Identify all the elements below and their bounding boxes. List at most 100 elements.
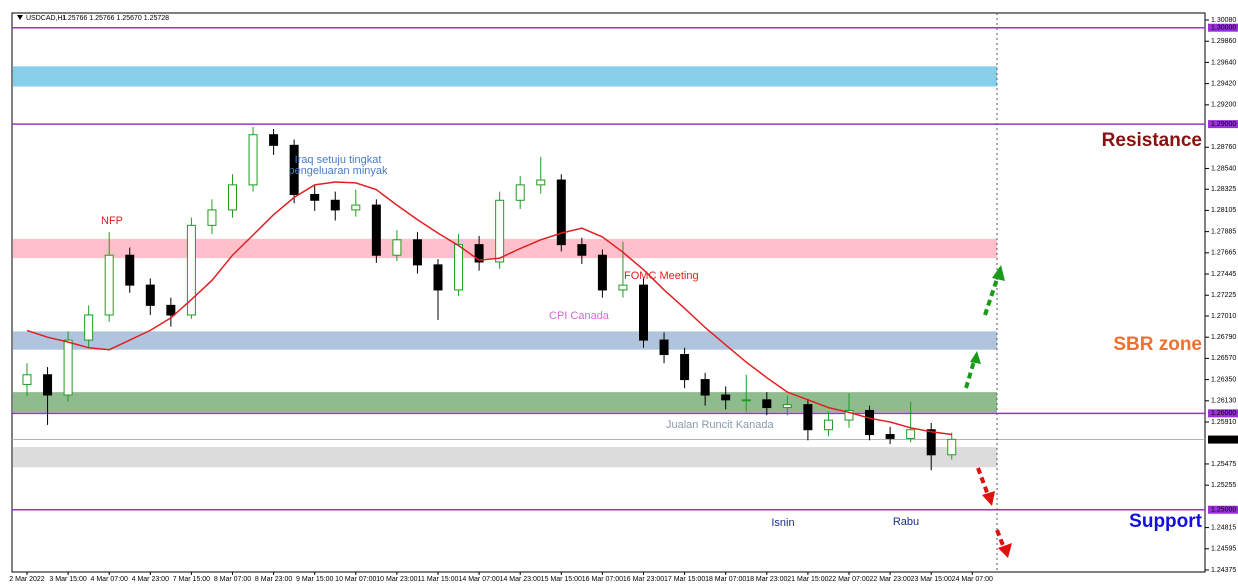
candle-body	[823, 419, 833, 431]
x-tick-label: 3 Mar 15:00	[49, 576, 86, 583]
y-tick-label: 1.24815	[1211, 524, 1236, 531]
zone	[13, 447, 997, 468]
arrow-head	[982, 491, 995, 506]
candle-body	[145, 284, 155, 306]
axes: 1.30080 1.29860 1.29640 1.29420 1.29200 1.287…	[9, 17, 1238, 583]
x-tick-label: 2 Mar 2022	[9, 576, 45, 583]
current-price-tag	[1208, 435, 1238, 444]
annotation: pengeluaran minyak	[288, 165, 388, 177]
candle-body	[330, 199, 340, 211]
annotation: NFP	[101, 215, 123, 227]
level-label: 1.30000	[1211, 25, 1236, 32]
y-tick-label: 1.29420	[1211, 80, 1236, 87]
x-tick-label: 18 Mar 23:00	[746, 576, 787, 583]
candle-body	[639, 284, 648, 341]
level-label: 1.25000	[1211, 507, 1236, 514]
y-tick-label: 1.27665	[1211, 250, 1236, 257]
y-tick-label: 1.28105	[1211, 207, 1236, 214]
x-tick-label: 17 Mar 15:00	[664, 576, 705, 583]
x-tick-label: 9 Mar 15:00	[296, 576, 333, 583]
candle-body	[762, 399, 772, 409]
level-tag	[1208, 120, 1238, 129]
candle-body	[515, 184, 525, 201]
quote: 1.25766 1.25766 1.25670 1.25728	[62, 15, 169, 22]
y-tick-label: 1.27225	[1211, 292, 1236, 299]
arrow-up	[983, 275, 1000, 316]
annotation: Rabu	[893, 516, 919, 528]
y-tick-label: 1.27885	[1211, 228, 1236, 235]
x-tick-label: 10 Mar 07:00	[335, 576, 376, 583]
zones	[13, 66, 997, 468]
candle-body	[454, 244, 464, 291]
x-tick-label: 14 Mar 07:00	[458, 576, 499, 583]
level-tag	[1208, 23, 1238, 32]
y-tick-label: 1.29860	[1211, 38, 1236, 45]
x-tick-label: 8 Mar 23:00	[255, 576, 292, 583]
annotation: FOMC Meeting	[624, 270, 699, 282]
candle-body	[906, 429, 916, 439]
candle-body	[412, 239, 422, 266]
candle-body	[885, 434, 895, 439]
zone	[13, 238, 997, 259]
candle-body	[926, 429, 936, 456]
y-tick-label: 1.25910	[1211, 419, 1236, 426]
x-tick-label: 21 Mar 15:00	[787, 576, 828, 583]
candle-body	[22, 374, 32, 385]
candle-body	[597, 254, 607, 291]
menu-arrow[interactable]	[17, 15, 23, 20]
x-tick-label: 4 Mar 07:00	[91, 576, 128, 583]
y-tick-label: 1.28325	[1211, 186, 1236, 193]
candle-body	[803, 404, 813, 431]
candle-body	[782, 404, 792, 409]
x-tick-label: 8 Mar 07:00	[214, 576, 251, 583]
candle-body	[680, 354, 690, 381]
candle-body	[371, 204, 381, 256]
x-tick-label: 7 Mar 15:00	[173, 576, 210, 583]
y-tick-label: 1.29200	[1211, 102, 1236, 109]
y-tick-label: 1.24375	[1211, 567, 1236, 574]
x-tick-label: 16 Mar 07:00	[582, 576, 623, 583]
candle-body	[63, 339, 73, 396]
x-tick-label: 11 Mar 15:00	[418, 576, 459, 583]
candle-body	[844, 409, 854, 421]
y-tick-label: 1.29640	[1211, 59, 1236, 66]
annotation: Isnin	[771, 517, 794, 529]
level-tag	[1208, 409, 1238, 418]
x-tick-label: 14 Mar 23:00	[500, 576, 541, 583]
x-tick-label: 4 Mar 23:00	[132, 576, 169, 583]
y-tick-label: 1.30080	[1211, 17, 1236, 24]
candle-body	[310, 193, 320, 201]
side-label: SBR zone	[1113, 334, 1202, 355]
x-tick-label: 16 Mar 23:00	[623, 576, 664, 583]
candle-body	[125, 254, 135, 286]
y-tick-label: 1.28760	[1211, 144, 1236, 151]
symbol: USDCAD,H1	[26, 15, 67, 22]
candle-body	[947, 438, 957, 456]
side-label: Resistance	[1102, 130, 1202, 151]
x-tick-label: 10 Mar 23:00	[376, 576, 417, 583]
candle-body	[474, 244, 484, 263]
moving-average	[26, 181, 952, 436]
candle-body	[186, 224, 196, 316]
x-tick-label: 22 Mar 07:00	[828, 576, 869, 583]
candles	[22, 127, 957, 471]
x-tick-label: 22 Mar 23:00	[869, 576, 910, 583]
x-tick-label: 15 Mar 15:00	[541, 576, 582, 583]
candle-body	[351, 204, 361, 211]
level-tag	[1208, 505, 1238, 514]
y-tick-label: 1.28540	[1211, 165, 1236, 172]
arrows	[964, 265, 1012, 558]
y-tick-label: 1.26790	[1211, 334, 1236, 341]
current-price-label: 1.25728	[1211, 436, 1236, 443]
plot-frame	[11, 12, 1206, 573]
candle-body	[392, 239, 402, 256]
candle-body	[659, 339, 669, 356]
x-tick-label: 24 Mar 07:00	[952, 576, 993, 583]
y-tick-label: 1.26130	[1211, 398, 1236, 405]
candle-body	[721, 394, 731, 401]
y-tick-label: 1.27445	[1211, 271, 1236, 278]
candle-body	[289, 144, 299, 195]
candle-body	[228, 184, 237, 211]
candle-body	[536, 179, 546, 186]
